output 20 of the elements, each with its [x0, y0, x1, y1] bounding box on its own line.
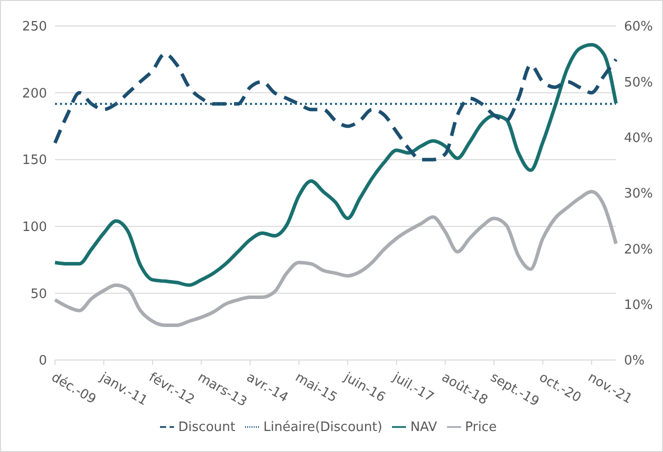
line-series: [53, 190, 618, 328]
legend-label: Price: [465, 420, 497, 435]
y2-tick-label: 60%: [624, 20, 653, 35]
y-tick-label: 150: [22, 153, 47, 168]
y2-tick-label: 30%: [624, 186, 653, 202]
legend-label: NAV: [410, 420, 437, 435]
y2-tick-label: 20%: [624, 242, 653, 258]
line-series: [53, 42, 618, 287]
y2-tick-label: 40%: [624, 130, 653, 146]
y-tick-label: 100: [22, 220, 47, 236]
y-tick-label: 50: [30, 286, 47, 302]
y-tick-label: 250: [22, 20, 47, 35]
legend-label: Linéaire(Discount): [263, 420, 382, 435]
y2-tick-label: 0%: [624, 354, 645, 369]
line-series: [53, 52, 618, 162]
y-tick-label: 200: [22, 86, 47, 102]
y2-tick-label: 50%: [624, 75, 653, 90]
legend-label: Discount: [178, 420, 236, 435]
y-tick-label: 0: [38, 354, 47, 369]
y2-tick-label: 10%: [624, 298, 653, 313]
